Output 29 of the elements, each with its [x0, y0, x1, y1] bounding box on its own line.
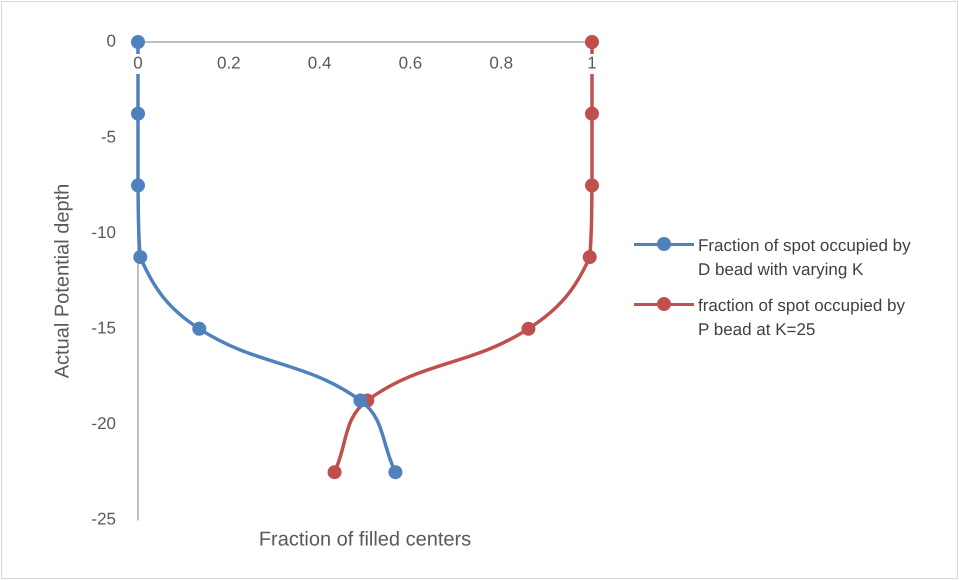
x-tick-label: 0.6: [398, 54, 422, 73]
point: [585, 178, 599, 192]
y-tick-label: 0: [106, 32, 116, 51]
y-axis-title: Actual Potential depth: [52, 184, 74, 378]
point: [131, 106, 145, 121]
point: [585, 106, 599, 121]
y-tick-label: -20: [91, 414, 116, 434]
legend-label: Fraction of spot occupied by D bead with varying K: [698, 235, 912, 281]
point: [328, 465, 342, 480]
point: [521, 322, 536, 336]
x-tick-label: 1: [587, 54, 597, 73]
x-tick-label: 0.2: [216, 54, 241, 73]
point: [388, 465, 402, 480]
x-axis-title: Fraction of filled centers: [258, 528, 472, 551]
x-tick-label: 0.8: [489, 54, 514, 73]
x-tick-label: 0.4: [308, 54, 332, 73]
x-tick-label: 0: [133, 54, 143, 73]
y-tick-label: -5: [100, 127, 116, 146]
legend-label: fraction of spot occupied by P bead at K=25: [698, 295, 906, 341]
point: [353, 394, 368, 408]
point: [133, 250, 148, 264]
y-tick-label: -10: [91, 222, 116, 242]
y-tick-label: -25: [91, 510, 116, 529]
point: [131, 178, 145, 192]
point: [585, 35, 599, 49]
point: [192, 322, 206, 336]
point: [582, 250, 597, 264]
y-tick-label: -15: [91, 318, 116, 338]
point: [131, 35, 145, 49]
